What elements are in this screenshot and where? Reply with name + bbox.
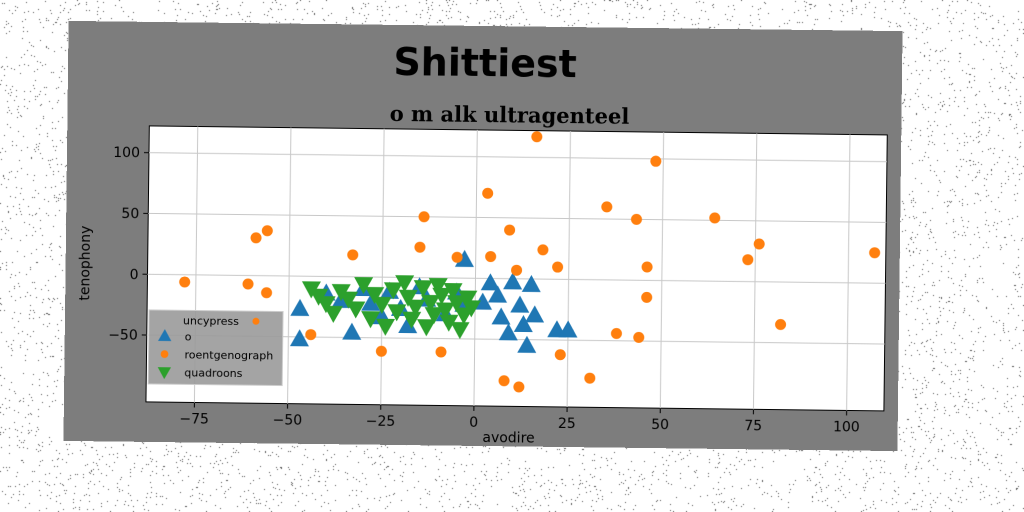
legend-label-quadroons: quadroons [184, 366, 243, 380]
x-tick-label: 25 [558, 416, 576, 432]
x-tick-label: −25 [366, 414, 396, 430]
x-axis-label: avodire [482, 430, 534, 447]
x-tick-label: 50 [651, 417, 669, 433]
x-tick-label: 100 [833, 419, 860, 435]
chart-frame: Shittiest o m alk ultragenteel −75 −50 −25… [63, 21, 902, 451]
y-tick-label: 100 [113, 145, 140, 161]
chart-subtitle: o m alk ultragenteel [390, 101, 630, 129]
x-tick-label: −75 [179, 411, 209, 427]
y-tick-label: 50 [121, 206, 139, 222]
y-tick-label: −50 [108, 328, 138, 344]
y-tick-label: 0 [129, 267, 138, 283]
x-tick-label: 75 [744, 418, 762, 434]
x-tick-label: 0 [469, 415, 478, 431]
scatter-chart: Shittiest o m alk ultragenteel −75 −50 −25… [63, 21, 902, 451]
x-tick-label: −50 [272, 412, 302, 428]
y-axis-label: tenophony [77, 226, 94, 301]
y-tick-labels: 100 50 0 −50 [108, 145, 140, 344]
legend-title: uncypress [183, 314, 239, 328]
chart-title: Shittiest [393, 40, 577, 86]
legend-label-roentgenograph: roentgenograph [184, 348, 273, 362]
legend-label-o: o [185, 330, 192, 343]
legend: uncypress o roentgenograph quadroons [148, 310, 283, 386]
